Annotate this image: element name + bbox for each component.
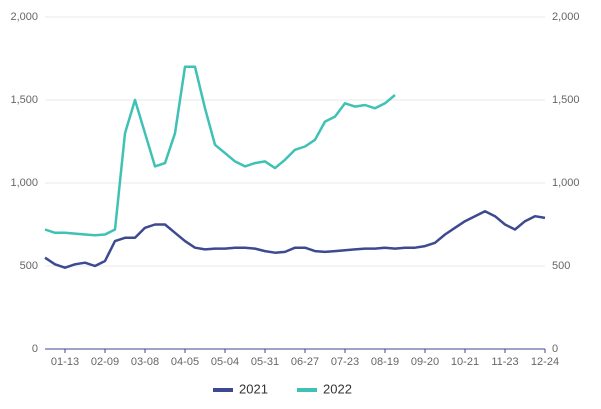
- x-tick-label: 01-13: [51, 356, 79, 368]
- y-tick-label: 1,000: [10, 177, 38, 189]
- y-tick-label: 1,500: [10, 94, 38, 106]
- y-tick-label: 2,000: [10, 11, 38, 23]
- x-tick-label: 11-23: [491, 356, 518, 368]
- x-tick-label: 04-05: [171, 356, 199, 368]
- x-tick-label: 12-24: [531, 356, 559, 368]
- x-tick-label: 08-19: [371, 356, 399, 368]
- legend-label: 2022: [323, 381, 352, 396]
- x-tick-label: 10-21: [451, 356, 479, 368]
- y2-tick-label: 2,000: [552, 11, 580, 23]
- y-tick-label: 0: [32, 343, 38, 355]
- x-tick-label: 05-04: [211, 356, 239, 368]
- x-tick-label: 09-20: [411, 356, 439, 368]
- legend-label: 2021: [239, 381, 268, 396]
- x-tick-label: 02-09: [91, 356, 119, 368]
- x-tick-label: 06-27: [291, 356, 319, 368]
- x-tick-label: 05-31: [251, 356, 279, 368]
- y-tick-label: 500: [20, 260, 38, 272]
- legend: 2021 2022: [213, 381, 352, 396]
- x-tick-label: 03-08: [131, 356, 159, 368]
- series-line: [44, 65, 396, 237]
- y2-tick-label: 500: [552, 260, 570, 272]
- y2-tick-label: 1,500: [552, 94, 580, 106]
- series-line: [44, 209, 546, 269]
- x-tick-label: 07-23: [331, 356, 359, 368]
- y2-tick-label: 1,000: [552, 177, 580, 189]
- y2-tick-label: 0: [552, 343, 558, 355]
